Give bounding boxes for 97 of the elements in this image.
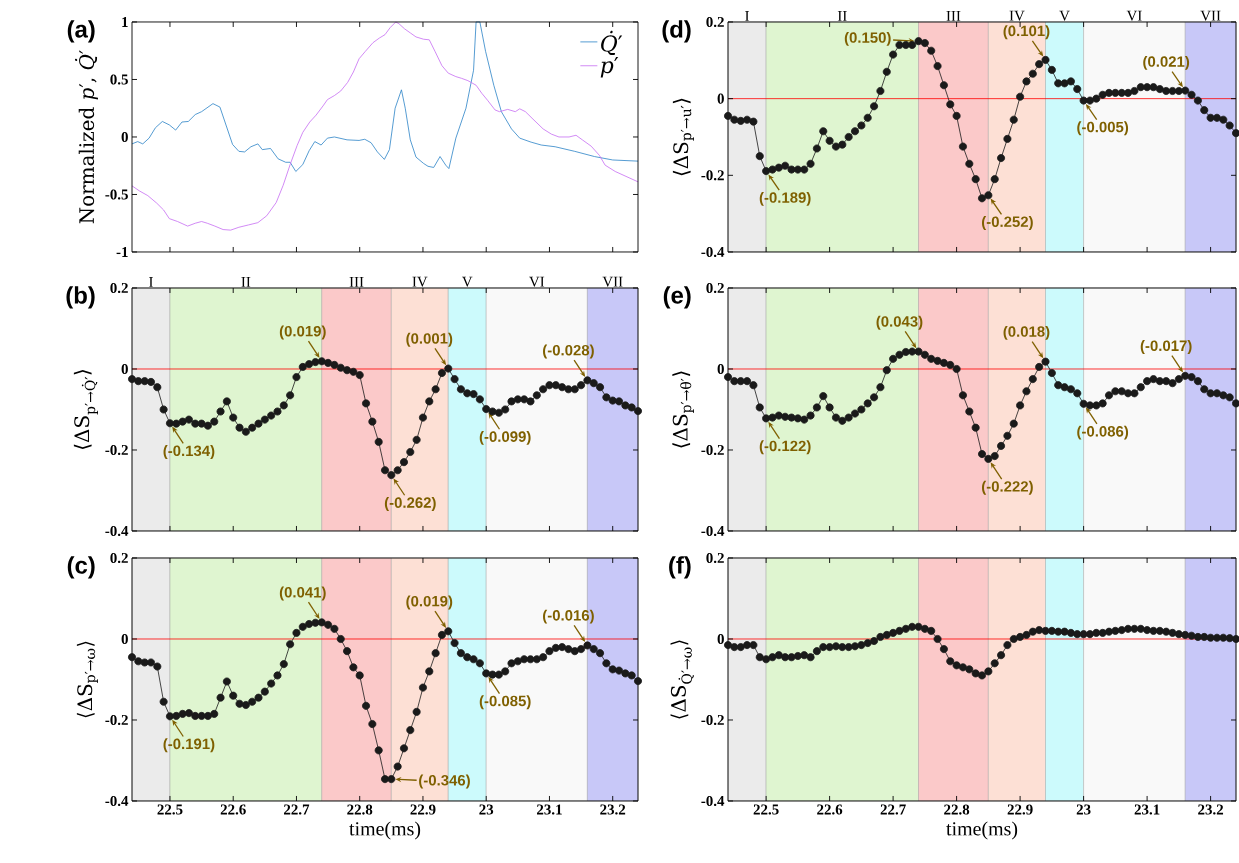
y-axis-title: Normalized p′, Q̇′ [74, 50, 98, 224]
annotation: (-0.122) [759, 440, 811, 455]
text: (d) [662, 20, 691, 43]
band-label: III [946, 11, 961, 21]
x-tick-label: 23.2 [1198, 804, 1224, 815]
y-tick-label: -0.2 [701, 714, 724, 726]
band-label: VI [529, 276, 545, 287]
x-tick-label: 23.1 [1134, 804, 1160, 815]
annotation: (-0.017) [1140, 340, 1192, 354]
text: (c) [67, 556, 95, 579]
x-tick-label: 22.5 [753, 804, 779, 815]
annotation: (-0.099) [479, 430, 531, 445]
y-tick-label: -0.2 [105, 444, 128, 456]
y-tick-label: 0 [121, 633, 128, 645]
annotation: (-0.262) [384, 496, 436, 511]
annotation: (0.001) [406, 332, 453, 347]
annotation: (0.018) [1003, 325, 1050, 340]
x-tick-label: 23 [1076, 804, 1091, 815]
y-tick-label: 0.2 [706, 282, 724, 294]
band-label: I [149, 277, 153, 287]
y-tick-label: -0.4 [105, 525, 129, 537]
y-tick-label: 0 [121, 363, 128, 375]
band-label: II [837, 11, 847, 21]
annotation: (0.150) [844, 31, 891, 46]
y-tick-label: -0.2 [105, 714, 128, 726]
x-axis-title: time(ms) [349, 821, 421, 840]
annotation: (-0.005) [1077, 121, 1129, 136]
y-tick-label: 0.2 [706, 552, 724, 564]
text: (b) [66, 286, 95, 309]
band-label: IV [1009, 10, 1025, 21]
y-tick-label: -0.4 [701, 525, 725, 537]
y-tick-label: -0.4 [701, 795, 725, 807]
band-label: VII [602, 276, 623, 287]
annotation: (0.101) [1003, 25, 1050, 40]
band-label: III [349, 277, 364, 287]
annotation: (0.021) [1143, 55, 1190, 70]
x-tick-label: 22.8 [944, 804, 970, 815]
band-label: V [462, 276, 473, 287]
y-axis-title: ⟨ΔS$_{p′→u′}$⟩ [672, 98, 694, 176]
y-tick-label: -0.4 [105, 795, 129, 807]
band-label: VII [1200, 10, 1221, 21]
y-axis-title: ⟨ΔS$_{p′→Q̇′}$⟩ [73, 370, 98, 449]
text: (f) [669, 556, 691, 579]
annotation: (-0.134) [163, 445, 215, 460]
text: (e) [663, 286, 691, 309]
text: (a) [67, 20, 95, 43]
x-tick-label: 22.6 [220, 804, 246, 815]
band-label: V [1059, 10, 1070, 21]
band-label: IV [412, 276, 428, 287]
annotation: (-0.252) [982, 216, 1033, 230]
band-label: VI [1126, 10, 1142, 21]
x-tick-label: 23.1 [537, 804, 562, 815]
annotation: (0.019) [279, 325, 326, 340]
y-tick-label: 0.2 [110, 552, 128, 564]
x-tick-label: 22.7 [880, 804, 906, 815]
legend-label: p′ [600, 57, 619, 78]
y-tick-label: 0 [717, 363, 724, 375]
annotation: (-0.016) [543, 609, 594, 624]
y-tick-label: -0.2 [701, 444, 724, 456]
x-tick-label: 23.2 [600, 804, 626, 815]
x-tick-label: 23 [479, 804, 494, 815]
band-label: I [745, 11, 750, 21]
annotation: (-0.086) [1077, 425, 1129, 440]
y-tick-label: 0.2 [110, 282, 128, 294]
y-tick-label: 0 [121, 131, 128, 143]
line-series [131, 21, 639, 172]
x-axis-title: time(ms) [946, 821, 1018, 840]
y-tick-label: 0.2 [706, 16, 724, 28]
annotation: (-0.346) [419, 774, 470, 789]
annotation: (-0.085) [479, 695, 531, 710]
x-tick-label: 22.6 [817, 804, 843, 815]
y-tick-label: -0.4 [701, 246, 725, 258]
y-tick-label: 1 [122, 17, 128, 27]
y-tick-label: -0.2 [701, 170, 724, 181]
band-label: II [241, 277, 251, 287]
y-axis-title: ⟨ΔS$_{p′→ω}$⟩ [76, 641, 98, 718]
annotation: (-0.028) [543, 344, 594, 359]
annotation: (-0.222) [982, 480, 1033, 495]
y-tick-label: 0 [717, 633, 724, 645]
annotation: (-0.191) [163, 738, 215, 753]
line-series [131, 21, 639, 231]
y-axis-title: ⟨ΔS$_{p′→θ′}$⟩ [672, 371, 694, 448]
y-tick-label: -1 [116, 247, 128, 257]
y-tick-label: -0.5 [105, 189, 128, 200]
x-tick-label: 22.8 [347, 804, 373, 815]
x-tick-label: 22.5 [157, 804, 183, 815]
y-axis-title: ⟨ΔS$_{Q̇′→ω}$⟩ [670, 640, 694, 719]
x-tick-label: 22.9 [410, 804, 436, 815]
legend-label: Q̇′ [601, 30, 623, 56]
annotation: (0.043) [876, 315, 923, 330]
x-tick-label: 22.7 [284, 804, 310, 815]
y-tick-label: 0 [717, 93, 724, 104]
annotation: (0.019) [406, 595, 453, 610]
y-tick-label: 0.5 [110, 74, 128, 85]
x-tick-label: 22.9 [1007, 804, 1033, 815]
annotation: (-0.189) [759, 191, 811, 206]
annotation: (0.041) [279, 586, 326, 601]
